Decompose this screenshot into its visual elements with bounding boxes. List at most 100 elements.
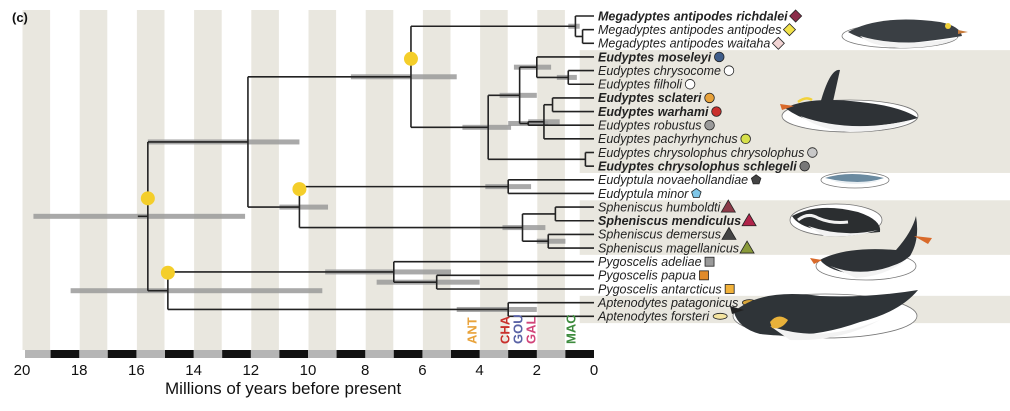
era-label: MAC <box>563 314 578 344</box>
age-bar <box>70 288 323 294</box>
penguin-little-illustration <box>820 171 890 189</box>
axis-segment <box>393 350 423 358</box>
tip-label: Megadyptes antipodes antipodes <box>598 23 781 37</box>
time-stripes <box>22 10 565 350</box>
square-marker <box>724 284 735 294</box>
axis-title: Millions of years before present <box>165 379 402 398</box>
diamond-marker <box>789 9 803 23</box>
tick-label: 18 <box>71 362 88 379</box>
tick-label: 16 <box>128 362 145 379</box>
time-stripe <box>136 10 165 350</box>
tip-labels: Megadyptes antipodes richdaleiMegadyptes… <box>597 9 818 324</box>
tip-label: Megadyptes antipodes waitaha <box>598 37 770 51</box>
time-stripe <box>79 10 108 350</box>
tip-label: Eudyptula novaehollandiae <box>598 173 748 187</box>
axis-segment <box>565 350 594 358</box>
tick-label: 10 <box>300 362 317 379</box>
tip-label: Aptenodytes forsteri <box>597 310 710 324</box>
tip-label: Eudyptes warhami <box>598 105 709 119</box>
penguin-crested-illustration <box>780 69 919 133</box>
triangle-marker <box>739 240 755 254</box>
circle-marker <box>740 133 751 145</box>
tip-label: Eudyptes sclateri <box>598 91 702 105</box>
time-stripe <box>480 10 508 350</box>
calibration-dot <box>292 182 307 197</box>
tip-label: Eudyptes moseleyi <box>598 50 712 64</box>
tick-label: 12 <box>242 362 259 379</box>
axis-segment <box>165 350 194 358</box>
triangle-marker <box>720 199 736 213</box>
time-stripe <box>22 10 51 350</box>
tip-label: Pygoscelis adeliae <box>598 255 702 269</box>
calibration-dot <box>160 265 175 280</box>
tip-label: Spheniscus demersus <box>598 228 721 242</box>
square-marker <box>704 256 715 267</box>
age-bar <box>536 238 566 244</box>
era-label: GOU <box>511 314 526 344</box>
circle-marker <box>723 65 735 76</box>
era-label: ANT <box>465 317 480 344</box>
tip-label: Megadyptes antipodes richdalei <box>598 9 788 23</box>
axis-segment <box>279 350 308 358</box>
axis-segment <box>336 350 366 358</box>
tick-label: 2 <box>533 362 541 379</box>
panel-label: (c) <box>12 10 28 25</box>
time-stripe <box>251 10 279 350</box>
axis-segment <box>451 350 480 358</box>
pentagon-marker <box>750 174 762 185</box>
penguin-king-illustration <box>730 290 918 341</box>
tip-label: Eudyptes chrysolophus chrysolophus <box>598 146 804 160</box>
penguin-gentoo-illustration <box>810 216 932 281</box>
diamond-marker <box>771 36 785 50</box>
tip-label: Pygoscelis antarcticus <box>598 282 722 296</box>
tip-label: Eudyptes chrysocome <box>598 64 721 78</box>
tick-label: 8 <box>361 362 369 379</box>
square-marker <box>699 270 709 281</box>
circle-marker <box>799 160 810 172</box>
time-stripe <box>308 10 337 350</box>
pentagon-marker <box>691 187 702 198</box>
node-dots <box>140 51 418 280</box>
era-label: CHA <box>498 315 513 344</box>
time-stripe <box>194 10 222 350</box>
axis-segment <box>50 350 80 358</box>
tip-label: Spheniscus magellanicus <box>598 241 739 255</box>
calibration-dot <box>140 191 155 206</box>
era-label: GAL <box>523 317 538 345</box>
age-bar <box>279 204 329 210</box>
tick-label: 14 <box>185 362 202 379</box>
circle-marker <box>711 106 722 117</box>
tree-branches <box>137 15 594 318</box>
circle-marker <box>714 51 725 63</box>
diamond-marker <box>782 23 797 37</box>
circle-marker <box>704 119 715 131</box>
tip-label: Eudyptes pachyrhynchus <box>598 132 738 146</box>
tick-label: 20 <box>14 362 31 379</box>
tip-label: Spheniscus humboldti <box>598 200 722 214</box>
triangle-marker <box>741 212 757 227</box>
tick-label: 6 <box>418 362 426 379</box>
axis-segment <box>508 350 537 358</box>
tip-label: Eudyptes chrysolophus schlegeli <box>598 159 797 173</box>
tip-label: Pygoscelis papua <box>598 269 696 283</box>
tip-label: Spheniscus mendiculus <box>598 214 741 228</box>
calibration-dot <box>403 51 418 66</box>
axis-segment <box>222 350 251 358</box>
axis-track <box>25 350 594 358</box>
tip-label: Eudyptula minor <box>598 187 689 201</box>
penguin-yellow-eyed-illustration <box>841 19 968 49</box>
ellipse-marker <box>712 312 728 320</box>
age-bar <box>502 225 546 231</box>
time-stripe <box>365 10 394 350</box>
tip-label: Eudyptes robustus <box>598 119 702 133</box>
time-stripe <box>422 10 451 350</box>
tip-label: Aptenodytes patagonicus <box>597 296 738 310</box>
triangle-marker <box>721 226 737 240</box>
tick-label: 4 <box>475 362 483 379</box>
circle-marker <box>704 92 715 104</box>
penguin-banded-illustration <box>789 203 883 237</box>
